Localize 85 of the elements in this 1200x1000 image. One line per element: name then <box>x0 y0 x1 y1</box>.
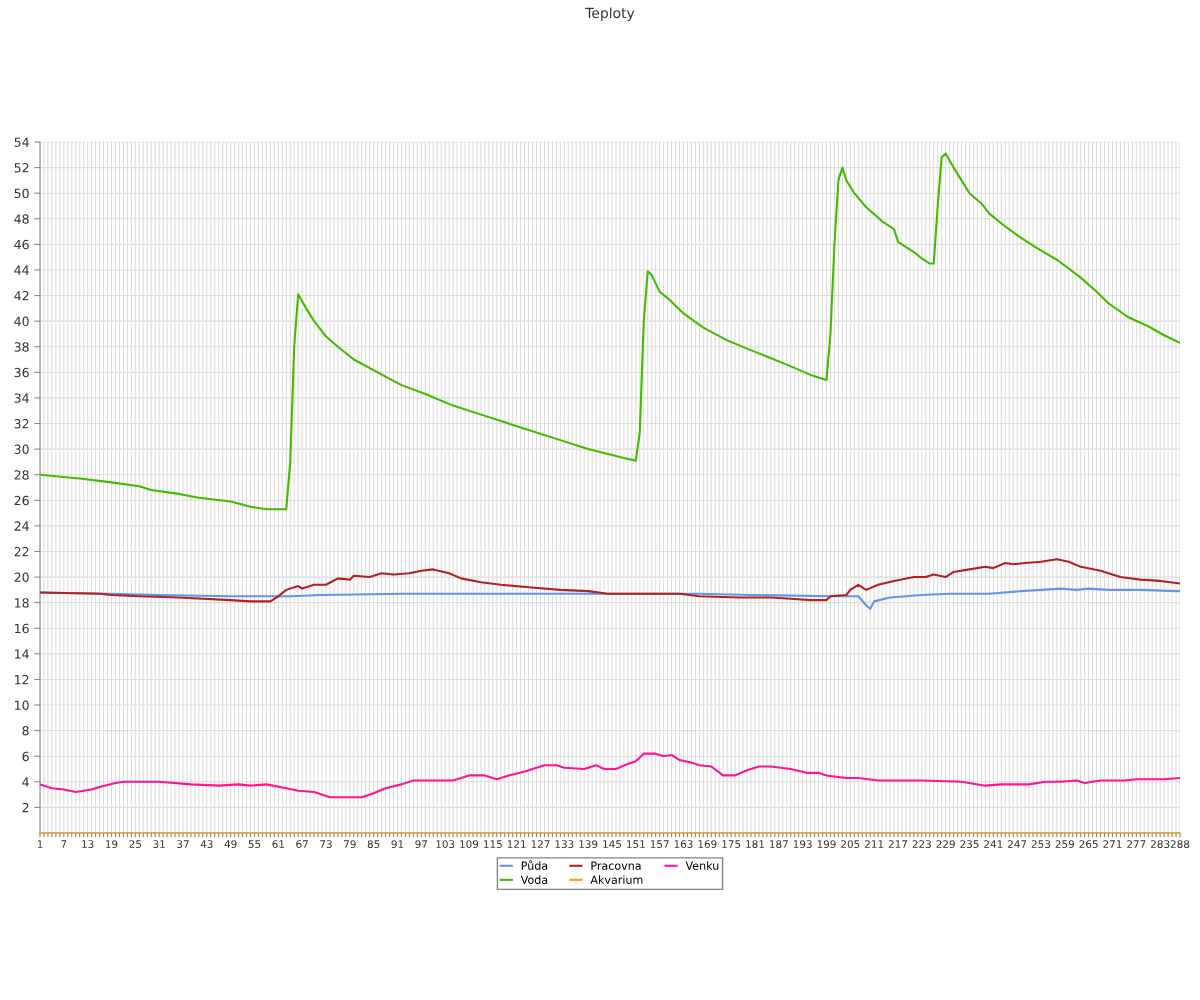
x-tick-label: 151 <box>627 840 645 849</box>
y-tick-label: 14 <box>15 649 29 659</box>
x-tick-label: 235 <box>960 840 979 849</box>
y-tick-label: 36 <box>14 367 29 378</box>
y-tick-label: 46 <box>14 239 29 250</box>
x-tick-label: 229 <box>936 840 955 849</box>
x-tick-label: 247 <box>1007 840 1027 848</box>
x-tick-label: 145 <box>603 840 622 849</box>
legend-label: Pracovna <box>591 861 641 870</box>
x-tick-label: 157 <box>650 840 669 849</box>
x-tick-label: 37 <box>177 840 189 849</box>
y-tick-label: 48 <box>14 214 29 224</box>
y-tick-label: 34 <box>14 393 29 403</box>
x-tick-label: 205 <box>841 840 860 849</box>
x-tick-label: 13 <box>82 840 94 849</box>
chart-title: Teploty <box>585 7 635 21</box>
line-series <box>40 558 1180 603</box>
line-series <box>40 752 1180 799</box>
x-tick-label: 139 <box>579 840 598 849</box>
x-tick-label: 7 <box>61 840 67 848</box>
x-tick-label: 271 <box>1103 840 1122 848</box>
x-tick-label: 91 <box>391 840 404 849</box>
x-tick-label: 175 <box>722 840 741 849</box>
x-tick-label: 25 <box>129 840 142 849</box>
y-tick-label: 2 <box>22 802 29 813</box>
x-tick-label: 103 <box>436 840 455 849</box>
x-tick-label: 253 <box>1031 840 1051 849</box>
y-tick-label: 10 <box>15 700 29 710</box>
x-tick-label: 61 <box>272 840 284 849</box>
legend-label: Voda <box>520 875 548 884</box>
y-tick-label: 12 <box>15 674 29 685</box>
x-tick-label: 283 <box>1150 840 1170 849</box>
x-tick-label: 79 <box>344 840 356 849</box>
legend-label: Půda <box>521 860 548 870</box>
y-tick-label: 28 <box>14 470 29 480</box>
x-tick-label: 169 <box>698 840 717 849</box>
line-series <box>40 152 1180 511</box>
x-tick-label: 73 <box>320 840 332 849</box>
y-tick-label: 4 <box>22 777 29 787</box>
y-tick-label: 8 <box>22 726 29 736</box>
y-tick-label: 22 <box>14 546 29 557</box>
y-tick-label: 24 <box>14 521 29 531</box>
y-tick-label: 26 <box>14 495 29 506</box>
x-tick-label: 55 <box>248 840 261 849</box>
x-tick-label: 211 <box>864 840 884 848</box>
legend-label: Venku <box>685 861 719 870</box>
x-tick-label: 109 <box>460 840 479 849</box>
x-tick-label: 241 <box>984 840 1003 848</box>
y-tick-label: 6 <box>22 751 29 762</box>
x-tick-label: 277 <box>1127 840 1146 848</box>
x-tick-label: 193 <box>793 840 812 849</box>
x-tick-label: 19 <box>106 840 118 849</box>
y-tick-label: 50 <box>14 188 29 199</box>
y-tick-label: 18 <box>15 598 29 608</box>
x-tick-label: 49 <box>224 840 237 849</box>
x-tick-label: 133 <box>555 840 574 849</box>
x-tick-label: 115 <box>484 840 502 849</box>
x-tick-label: 217 <box>888 840 908 848</box>
x-tick-label: 223 <box>912 840 931 849</box>
x-tick-label: 127 <box>531 840 550 848</box>
x-tick-label: 31 <box>153 840 165 849</box>
x-tick-label: 259 <box>1055 840 1075 849</box>
y-tick-label: 52 <box>14 163 29 173</box>
x-tick-label: 97 <box>415 840 428 849</box>
y-tick-label: 38 <box>14 342 29 352</box>
x-tick-label: 43 <box>200 840 213 849</box>
x-tick-label: 85 <box>367 840 380 849</box>
y-tick-label: 20 <box>14 572 29 582</box>
x-tick-label: 288 <box>1170 840 1190 849</box>
x-tick-label: 163 <box>674 840 693 849</box>
y-tick-label: 42 <box>14 291 29 301</box>
legend-label: Akvarium <box>590 875 643 884</box>
x-tick-label: 199 <box>817 840 836 849</box>
y-tick-label: 54 <box>14 137 29 147</box>
y-tick-label: 32 <box>14 418 29 429</box>
x-tick-label: 265 <box>1079 840 1098 849</box>
x-tick-label: 1 <box>37 840 43 848</box>
x-tick-label: 121 <box>507 840 526 848</box>
x-tick-label: 187 <box>770 840 788 849</box>
y-tick-label: 16 <box>15 623 29 634</box>
x-tick-label: 67 <box>296 840 308 849</box>
y-tick-label: 44 <box>14 265 29 275</box>
x-tick-label: 181 <box>746 840 764 849</box>
y-tick-label: 30 <box>14 444 29 455</box>
y-tick-label: 40 <box>14 316 29 327</box>
